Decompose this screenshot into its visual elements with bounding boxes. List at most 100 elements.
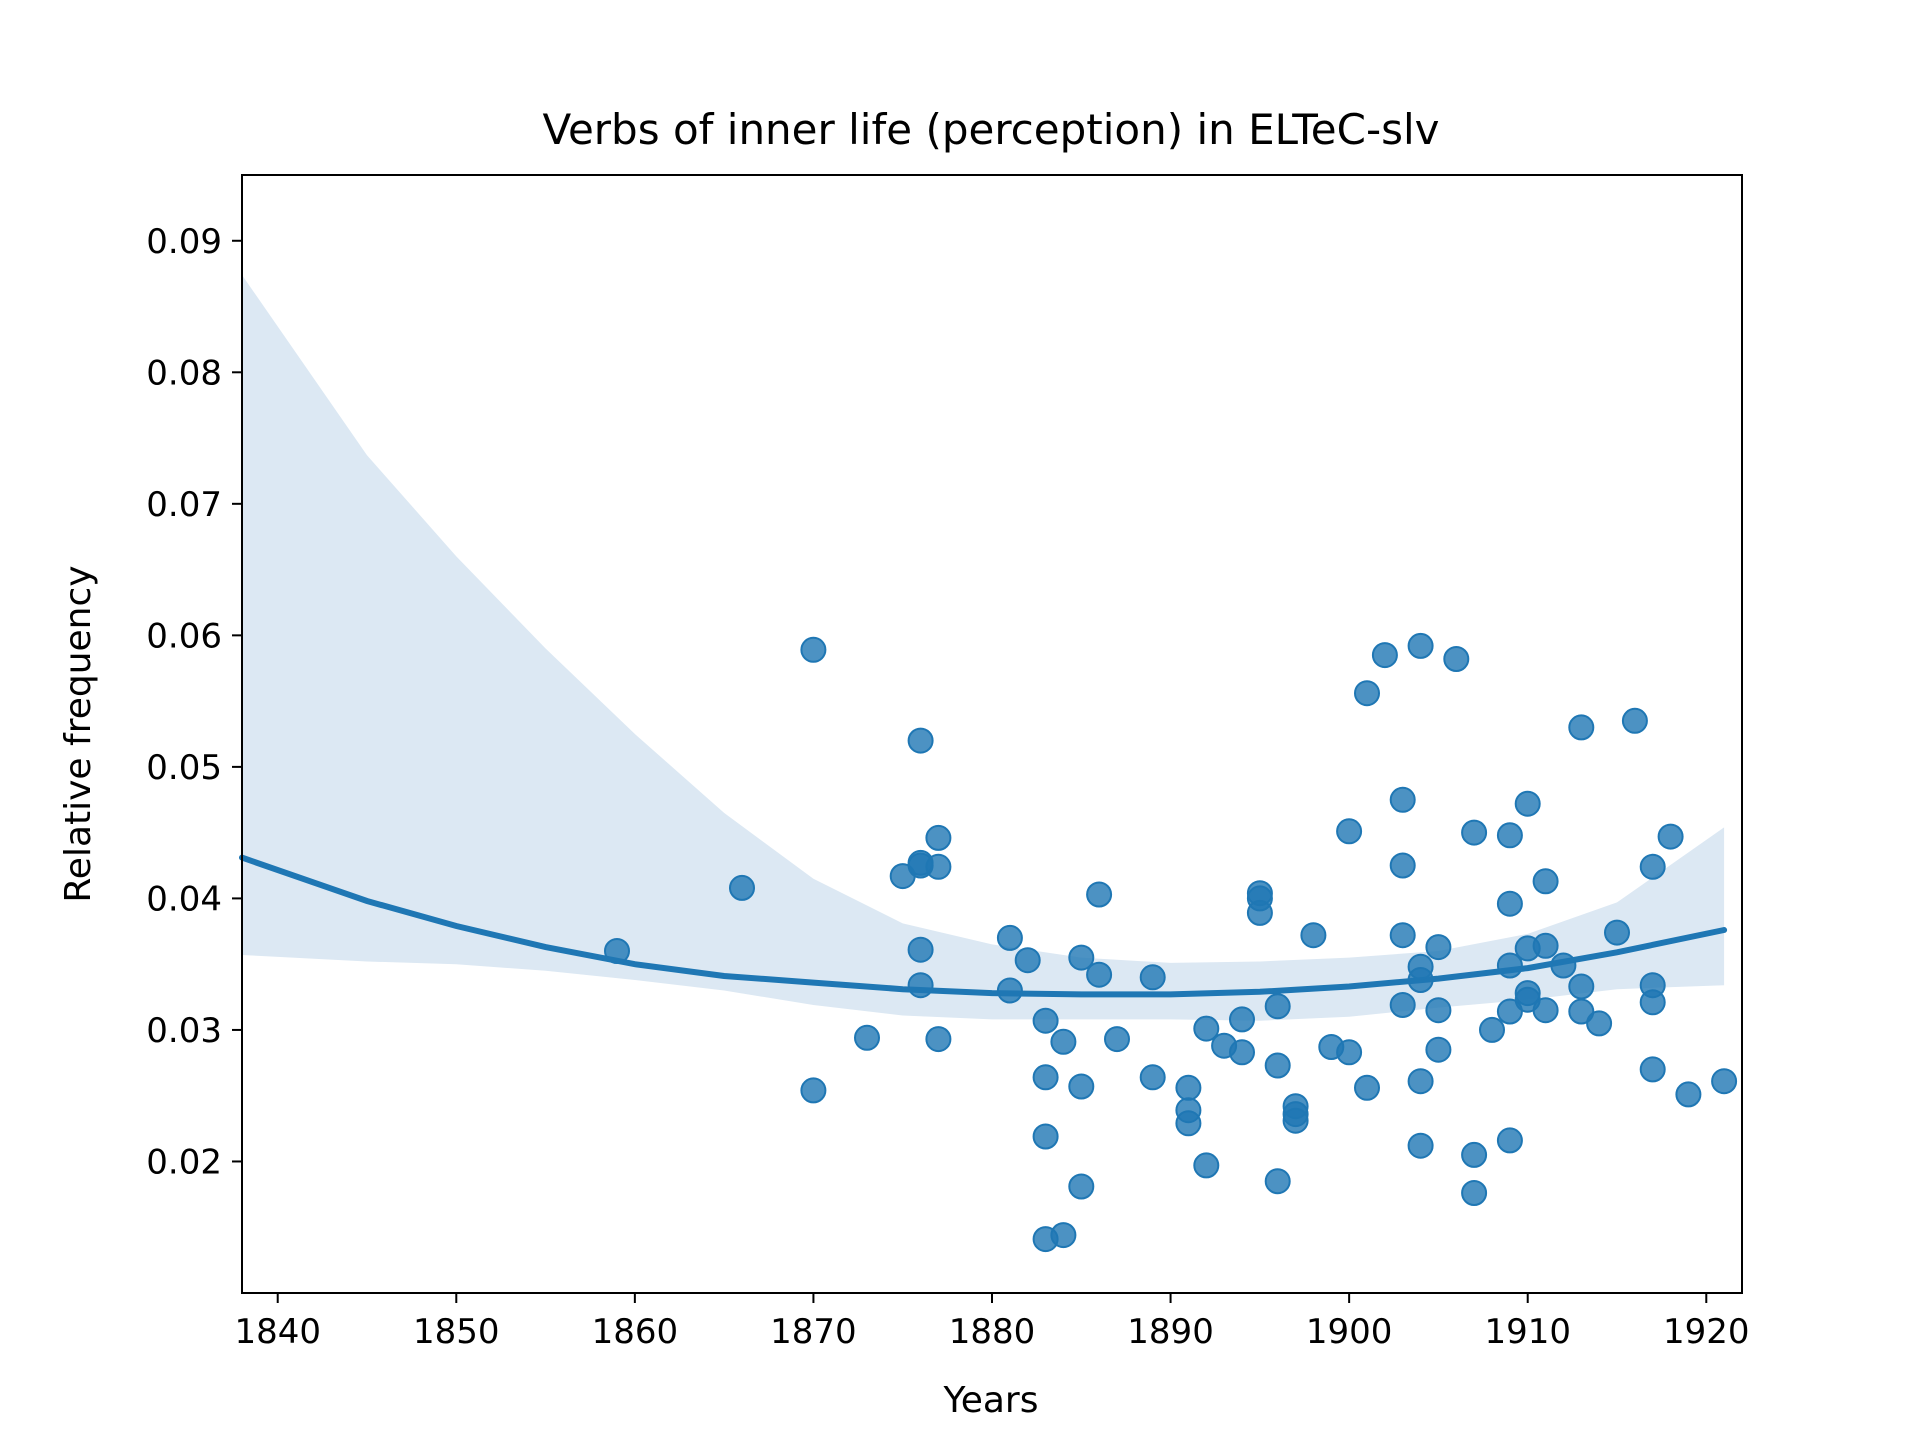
data-point <box>1496 998 1523 1025</box>
data-point <box>1586 1010 1613 1037</box>
data-point <box>1532 997 1559 1024</box>
data-point <box>1657 823 1684 850</box>
regression-line <box>239 854 1728 998</box>
x-tick-label: 1870 <box>770 1312 857 1352</box>
data-point <box>1068 944 1095 971</box>
data-point <box>1568 998 1595 1025</box>
data-point <box>1193 1015 1220 1042</box>
data-point <box>1568 714 1595 741</box>
data-point <box>1496 1127 1523 1154</box>
data-point <box>854 1024 880 1051</box>
data-point <box>1014 947 1041 974</box>
data-point <box>1264 1052 1291 1079</box>
data-point <box>1139 1064 1166 1091</box>
data-point <box>1139 964 1166 991</box>
y-axis-label: Relative frequency <box>58 565 99 902</box>
y-tick-label: 0.06 <box>146 616 222 656</box>
data-point <box>1425 997 1452 1024</box>
data-point <box>1407 1068 1434 1095</box>
data-point <box>1711 1068 1738 1095</box>
data-point <box>1407 1132 1434 1159</box>
data-point <box>1496 890 1523 917</box>
x-tick-label: 1910 <box>1484 1312 1571 1352</box>
data-point <box>1389 852 1416 879</box>
data-point <box>1407 632 1434 659</box>
data-point <box>729 874 755 901</box>
data-point <box>1425 934 1452 961</box>
y-tick-label: 0.07 <box>146 485 222 525</box>
x-tick-label: 1880 <box>949 1312 1036 1352</box>
data-point <box>1532 932 1559 959</box>
data-point <box>1461 819 1488 846</box>
data-point <box>1568 973 1595 1000</box>
y-tick-label: 0.05 <box>146 748 222 788</box>
data-point <box>1032 1007 1059 1034</box>
data-point <box>1389 992 1416 1018</box>
data-point <box>1032 1064 1059 1091</box>
confidence-band <box>242 275 1725 1021</box>
data-point <box>1229 1039 1255 1066</box>
data-point <box>1639 853 1666 880</box>
data-point <box>604 938 630 964</box>
data-point <box>1175 1110 1202 1137</box>
data-point <box>1032 1123 1059 1150</box>
data-point <box>1104 1026 1130 1053</box>
plot-frame <box>241 174 1743 1294</box>
data-point <box>1050 1028 1077 1055</box>
y-tick-label: 0.08 <box>146 353 222 393</box>
data-point <box>1264 993 1291 1020</box>
data-point <box>1264 1168 1291 1195</box>
confidence-band-layer <box>242 275 1725 1021</box>
data-point <box>800 1077 827 1104</box>
data-point <box>1175 1074 1202 1101</box>
data-point <box>1604 919 1630 946</box>
data-point <box>1639 989 1666 1016</box>
x-axis-label: Years <box>943 1380 1039 1421</box>
data-point <box>1246 899 1273 926</box>
data-point <box>1479 1016 1505 1043</box>
data-point <box>996 977 1023 1004</box>
x-tick-label: 1860 <box>592 1312 679 1352</box>
data-point <box>907 936 934 963</box>
data-point <box>996 924 1023 951</box>
data-point <box>1425 1036 1452 1063</box>
data-point <box>1461 1141 1488 1168</box>
data-point <box>1443 646 1470 672</box>
x-tick-label: 1840 <box>234 1312 321 1352</box>
x-axis-ticks: 1840 1850 1860 1870 1880 1890 1900 1910 1920 <box>234 1293 1750 1352</box>
fit-line-layer <box>239 854 1728 998</box>
data-point <box>1621 707 1648 734</box>
data-point <box>1550 952 1577 979</box>
x-tick-label: 1920 <box>1663 1312 1750 1352</box>
data-point <box>1086 961 1113 988</box>
data-point <box>925 853 952 880</box>
data-point <box>1639 1056 1666 1083</box>
y-tick-label: 0.03 <box>146 1011 222 1051</box>
data-point <box>1300 922 1327 949</box>
data-point <box>1068 1073 1095 1100</box>
data-point <box>1229 1006 1255 1033</box>
data-point <box>1461 1180 1488 1206</box>
x-tick-label: 1890 <box>1127 1312 1214 1352</box>
y-axis-ticks: 0.02 0.03 0.04 0.05 0.06 0.07 0.08 0.09 <box>146 222 242 1182</box>
data-point <box>1336 818 1363 845</box>
data-point <box>1389 786 1416 813</box>
data-point <box>1354 1074 1380 1101</box>
data-point <box>907 972 934 999</box>
data-point <box>1407 967 1434 993</box>
data-point <box>800 636 827 663</box>
data-point <box>1371 642 1398 669</box>
scatter-points-layer <box>604 632 1738 1253</box>
data-point <box>1354 680 1380 707</box>
data-point <box>925 1026 952 1053</box>
y-tick-label: 0.04 <box>146 879 222 919</box>
y-tick-label: 0.02 <box>146 1142 222 1182</box>
data-point <box>1389 922 1416 949</box>
data-point <box>1193 1152 1220 1179</box>
data-point <box>1086 881 1113 908</box>
data-point <box>1496 822 1523 849</box>
data-point <box>1068 1173 1095 1200</box>
x-tick-label: 1850 <box>413 1312 500 1352</box>
data-point <box>1675 1081 1702 1108</box>
